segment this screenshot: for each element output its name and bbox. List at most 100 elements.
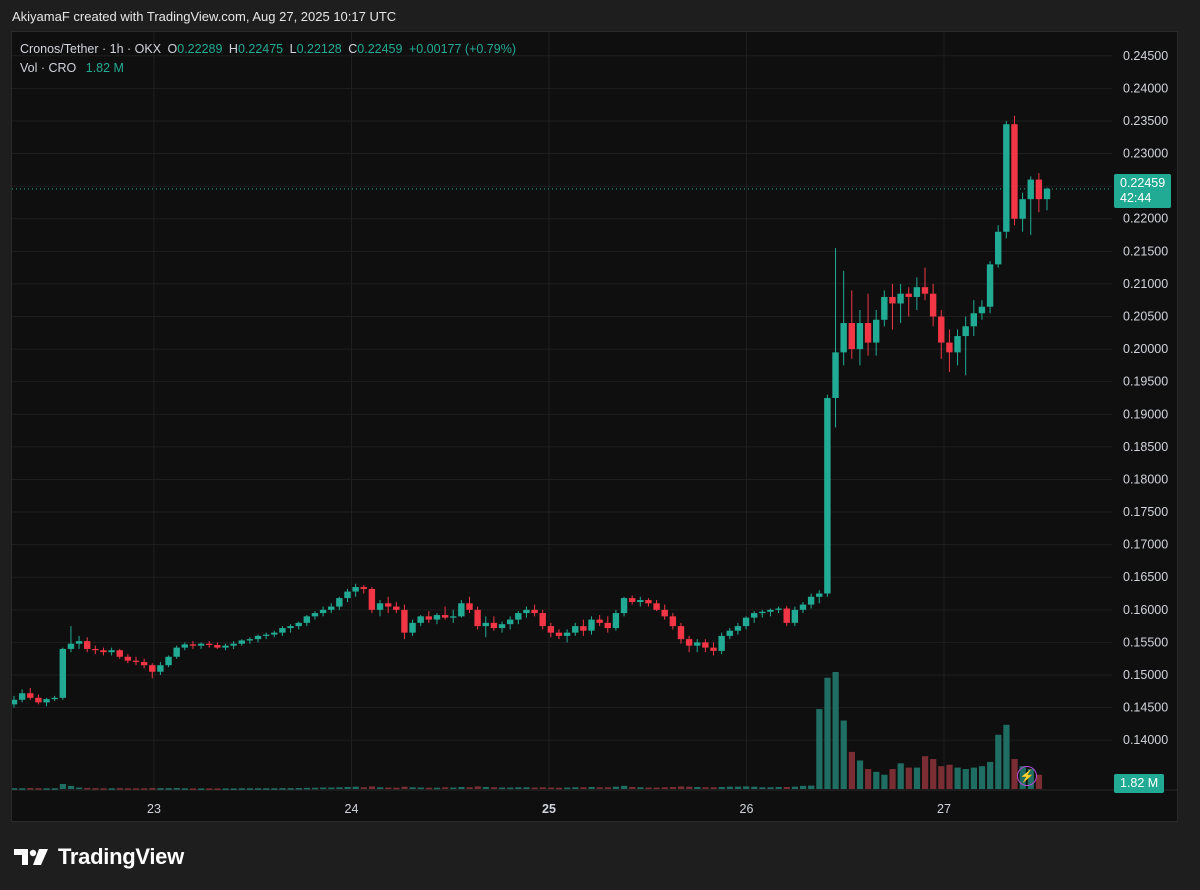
volume-bar [946, 764, 953, 789]
volume-bar [344, 787, 351, 789]
volume-bar [100, 788, 107, 790]
volume-bar [621, 785, 628, 789]
legend-change: +0.00177 (+0.79%) [408, 42, 516, 56]
candle-body [116, 650, 123, 657]
volume-bar [1011, 759, 1018, 789]
volume-bar [320, 787, 327, 790]
volume-bar [1003, 724, 1010, 789]
candle-body [482, 622, 489, 627]
candle-body [1035, 179, 1043, 200]
candle-body [962, 326, 969, 337]
volume-bar [938, 766, 945, 789]
y-tick-label: 0.15000 [1123, 668, 1168, 682]
volume-bar [816, 709, 823, 789]
candle-body [816, 593, 823, 597]
candle-body [189, 644, 197, 646]
volume-bar [433, 787, 441, 790]
candle-body [734, 626, 742, 631]
candle-body [588, 619, 595, 631]
candle-body [287, 626, 294, 629]
candle-body [946, 342, 953, 353]
volume-bar [840, 720, 847, 789]
candle-body [905, 293, 912, 297]
candle-body [661, 609, 668, 617]
legend-volume-value: 1.82 M [85, 61, 124, 75]
candle-body [222, 645, 229, 648]
candle-body [523, 609, 530, 614]
volume-bar [222, 788, 229, 790]
candle-body [271, 632, 278, 635]
candle-body [515, 613, 522, 620]
candle-body [35, 697, 42, 703]
volume-bar [726, 786, 733, 789]
volume-bar [84, 787, 91, 790]
candle-body [197, 643, 205, 646]
volume-bar [564, 787, 571, 790]
volume-bar [669, 787, 677, 789]
volume-bar [157, 788, 164, 790]
volume-bar [149, 788, 156, 790]
candle-body [417, 616, 424, 623]
volume-bar [173, 788, 180, 790]
volume-bar [686, 786, 693, 789]
volume-bar [458, 787, 465, 789]
candle-body [1019, 199, 1026, 219]
volume-bar [295, 788, 302, 790]
volume-bar [930, 759, 937, 789]
volume-bar [808, 785, 815, 789]
volume-bar [523, 787, 530, 789]
volume-bar [311, 787, 319, 790]
candle-body [986, 264, 994, 307]
volume-bar [393, 787, 400, 790]
volume-bar [865, 769, 872, 789]
candle-body [67, 643, 75, 649]
candle-body [206, 643, 213, 646]
lightning-icon[interactable]: ⚡ [1017, 766, 1037, 786]
tradingview-logo[interactable]: TradingView [14, 844, 184, 870]
candle-body [921, 287, 929, 294]
x-tick-label: 23 [147, 802, 161, 816]
candle-body [881, 296, 888, 320]
volume-bar [531, 787, 538, 790]
candle-body [767, 609, 774, 612]
candle-body [596, 619, 603, 623]
candle-body [303, 616, 311, 623]
y-tick-label: 0.15500 [1123, 635, 1168, 649]
chart-panel[interactable]: 0.245000.240000.235000.230000.225000.220… [11, 31, 1178, 822]
x-tick-label: 27 [937, 802, 951, 816]
volume-bar [246, 788, 254, 790]
y-tick-label: 0.21500 [1123, 244, 1168, 258]
candle-body [612, 613, 620, 629]
candle-body [555, 632, 563, 636]
volume-bar [661, 787, 668, 789]
candle-body [897, 293, 904, 304]
candle-body [311, 613, 319, 617]
volume-bar [588, 787, 595, 789]
volume-bar [1035, 774, 1043, 789]
volume-bar [555, 787, 563, 790]
y-tick-label: 0.20500 [1123, 310, 1168, 324]
volume-bar [206, 788, 213, 790]
candle-body [978, 306, 986, 314]
candle-body [254, 635, 262, 640]
volume-bar [881, 774, 888, 789]
candle-body [970, 313, 977, 327]
candlestick-chart[interactable]: 0.245000.240000.235000.230000.225000.220… [12, 32, 1177, 821]
brand-name: TradingView [58, 844, 184, 869]
candle-body [108, 650, 115, 653]
candle-body [856, 323, 864, 350]
volume-bar [580, 787, 587, 789]
candle-body [539, 613, 546, 627]
candle-body [295, 622, 302, 627]
candle-body [677, 626, 685, 640]
candle-body [531, 609, 538, 614]
volume-bar [743, 786, 750, 789]
legend-volume-label[interactable]: Vol · CRO [20, 61, 77, 75]
candle-body [1043, 188, 1051, 200]
candle-body [140, 661, 148, 666]
candle-body [433, 615, 441, 620]
legend-symbol[interactable]: Cronos/Tether · 1h · OKX [20, 42, 162, 56]
y-tick-label: 0.22000 [1123, 212, 1168, 226]
candle-body [889, 296, 896, 304]
candle-body [474, 609, 481, 627]
